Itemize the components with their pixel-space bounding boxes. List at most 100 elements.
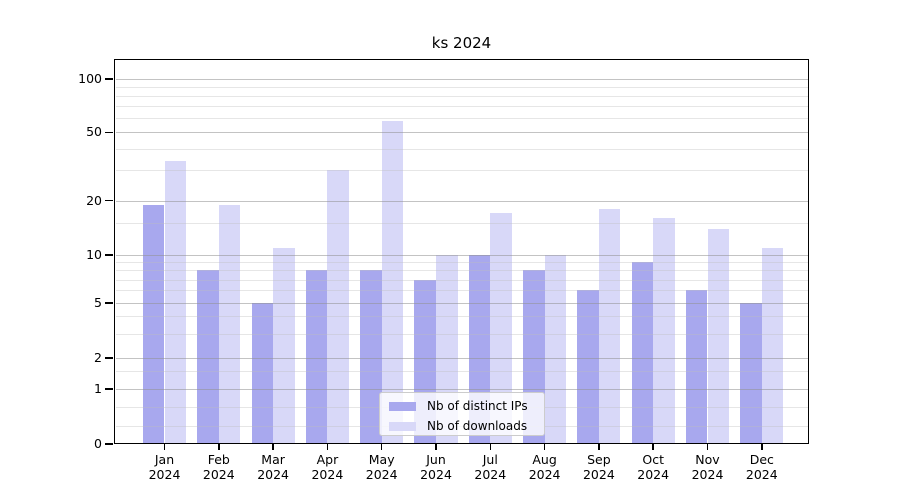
- x-tick-mark-aug: [543, 444, 546, 450]
- x-tick-label-jul: Jul 2024: [462, 452, 518, 482]
- y-tick-label-20: 20: [86, 192, 102, 208]
- x-tick-month: Nov: [695, 452, 720, 467]
- bar-distinct-ips-dec: [740, 303, 762, 444]
- x-tick-year: 2024: [148, 467, 181, 482]
- x-tick-mark-sep: [598, 444, 600, 450]
- x-tick-month: Jul: [482, 452, 498, 467]
- chart-title: ks 2024: [431, 34, 492, 52]
- x-tick-year: 2024: [311, 467, 344, 482]
- bar-downloads-may: [381, 120, 404, 444]
- y-tick-label-50: 50: [86, 124, 102, 140]
- x-tick-mark-oct: [652, 444, 654, 450]
- x-tick-year: 2024: [420, 467, 452, 482]
- gridline-minor: [116, 223, 808, 225]
- x-tick-year: 2024: [365, 467, 398, 482]
- x-tick-mark-may: [380, 444, 383, 450]
- x-tick-month: Oct: [642, 452, 664, 467]
- legend-swatch-downloads: [389, 421, 416, 431]
- x-tick-year: 2024: [691, 467, 724, 482]
- x-tick-year: 2024: [474, 467, 507, 482]
- gridline-minor: [116, 170, 808, 172]
- x-tick-label-nov: Nov 2024: [680, 452, 736, 482]
- bar-downloads-oct: [653, 218, 675, 444]
- y-tick-mark-1: [105, 388, 113, 390]
- x-tick-mark-apr: [326, 444, 329, 450]
- legend-label-distinct-ips: Nb of distinct IPs: [427, 399, 528, 413]
- x-tick-mark-jul: [489, 444, 492, 450]
- x-tick-year: 2024: [745, 467, 778, 482]
- x-tick-month: Aug: [532, 452, 557, 467]
- y-tick-label-100: 100: [78, 71, 102, 86]
- legend-row-downloads: Nb of downloads: [389, 417, 544, 435]
- x-tick-mark-nov: [706, 444, 709, 450]
- x-tick-mark-mar: [272, 444, 274, 450]
- bar-downloads-aug: [544, 255, 567, 444]
- x-tick-label-mar: Mar 2024: [245, 452, 301, 482]
- gridline-minor: [116, 106, 808, 108]
- gridline-minor: [116, 148, 808, 150]
- gridline-minor: [116, 118, 808, 120]
- y-tick-label-5: 5: [94, 295, 102, 310]
- gridline-major: [116, 132, 808, 134]
- x-tick-label-may: May 2024: [354, 452, 410, 482]
- gridline-major: [116, 79, 808, 80]
- x-tick-month: May: [368, 452, 395, 467]
- x-tick-label-feb: Feb 2024: [191, 452, 247, 482]
- gridline-minor: [116, 370, 808, 372]
- gridline-minor: [116, 333, 808, 335]
- bar-distinct-ips-feb: [197, 270, 219, 444]
- y-tick-mark-5: [105, 302, 113, 304]
- x-tick-mark-jun: [435, 444, 437, 450]
- x-tick-month: Jan: [154, 452, 175, 467]
- y-tick-mark-50: [105, 131, 113, 134]
- gridline-minor: [116, 316, 808, 318]
- bar-downloads-nov: [707, 228, 730, 444]
- gridline-minor: [116, 262, 808, 264]
- x-tick-label-oct: Oct 2024: [625, 452, 681, 482]
- gridline-major: [116, 303, 808, 304]
- x-tick-label-dec: Dec 2024: [734, 452, 790, 482]
- bar-downloads-mar: [273, 247, 295, 444]
- x-tick-month: Feb: [207, 452, 230, 467]
- x-tick-month: Mar: [261, 452, 285, 467]
- x-tick-mark-dec: [761, 444, 763, 450]
- x-tick-year: 2024: [202, 467, 235, 482]
- bar-downloads-feb: [218, 204, 241, 444]
- bar-downloads-jan: [164, 161, 187, 444]
- y-tick-label-2: 2: [94, 350, 102, 365]
- bar-distinct-ips-apr: [305, 270, 328, 444]
- gridline-minor: [116, 87, 808, 89]
- gridline-major: [116, 255, 808, 256]
- legend: Nb of distinct IPs Nb of downloads: [379, 392, 545, 436]
- gridline-major: [116, 200, 808, 202]
- legend-label-downloads: Nb of downloads: [427, 419, 528, 433]
- bar-distinct-ips-sep: [577, 290, 599, 444]
- bar-downloads-jul: [490, 213, 512, 444]
- bar-distinct-ips-mar: [251, 303, 274, 444]
- gridline-minor: [116, 290, 808, 292]
- x-tick-mark-feb: [218, 444, 220, 450]
- x-tick-label-apr: Apr 2024: [299, 452, 355, 482]
- legend-row-distinct-ips: Nb of distinct IPs: [389, 397, 544, 415]
- x-tick-mark-jan: [163, 444, 166, 450]
- x-tick-year: 2024: [582, 467, 615, 482]
- x-tick-year: 2024: [637, 467, 670, 482]
- x-tick-month: Jun: [426, 452, 446, 467]
- gridline-minor: [116, 96, 808, 98]
- gridline-minor: [116, 270, 808, 272]
- y-tick-mark-20: [105, 199, 113, 202]
- bar-distinct-ips-oct: [631, 262, 654, 444]
- x-tick-label-aug: Aug 2024: [517, 452, 573, 482]
- bar-distinct-ips-jan: [142, 204, 165, 444]
- x-tick-month: Sep: [587, 452, 611, 467]
- x-tick-year: 2024: [528, 467, 561, 482]
- y-tick-mark-100: [105, 78, 113, 80]
- gridline-major: [116, 358, 808, 359]
- y-tick-label-10: 10: [86, 247, 102, 262]
- x-tick-label-jan: Jan 2024: [137, 452, 193, 482]
- y-tick-mark-2: [105, 357, 113, 359]
- gridline-major: [116, 389, 808, 390]
- x-tick-label-jun: Jun 2024: [408, 452, 464, 482]
- x-tick-label-sep: Sep 2024: [571, 452, 627, 482]
